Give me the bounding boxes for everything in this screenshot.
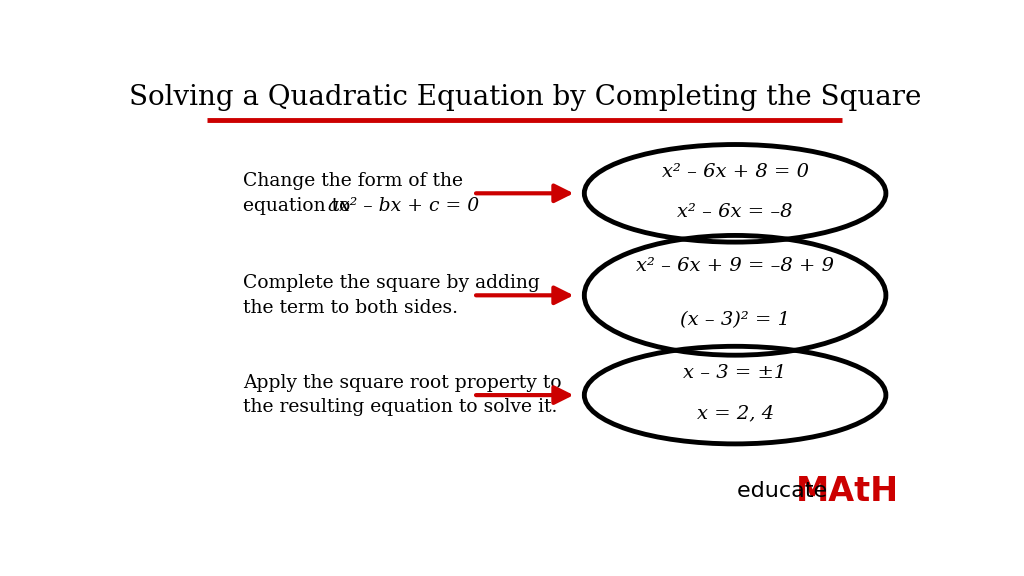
- Text: x² – 6x + 8 = 0: x² – 6x + 8 = 0: [662, 162, 809, 181]
- Text: the term to both sides.: the term to both sides.: [243, 298, 458, 317]
- Text: Apply the square root property to: Apply the square root property to: [243, 374, 562, 392]
- Text: Solving a Quadratic Equation by Completing the Square: Solving a Quadratic Equation by Completi…: [129, 85, 921, 111]
- Text: the resulting equation to solve it.: the resulting equation to solve it.: [243, 399, 557, 416]
- Text: x – 3 = ±1: x – 3 = ±1: [683, 365, 786, 382]
- Text: Complete the square by adding: Complete the square by adding: [243, 274, 540, 292]
- Text: educate: educate: [737, 482, 835, 501]
- Text: (x – 3)² = 1: (x – 3)² = 1: [680, 310, 791, 329]
- Text: Change the form of the: Change the form of the: [243, 172, 463, 190]
- Text: x = 2, 4: x = 2, 4: [696, 404, 774, 422]
- Text: MAtH: MAtH: [797, 475, 899, 508]
- Text: x² – 6x = –8: x² – 6x = –8: [677, 203, 793, 221]
- Text: x² – 6x + 9 = –8 + 9: x² – 6x + 9 = –8 + 9: [636, 257, 835, 275]
- Text: equation to: equation to: [243, 196, 362, 214]
- Text: ax² – bx + c = 0: ax² – bx + c = 0: [328, 196, 479, 214]
